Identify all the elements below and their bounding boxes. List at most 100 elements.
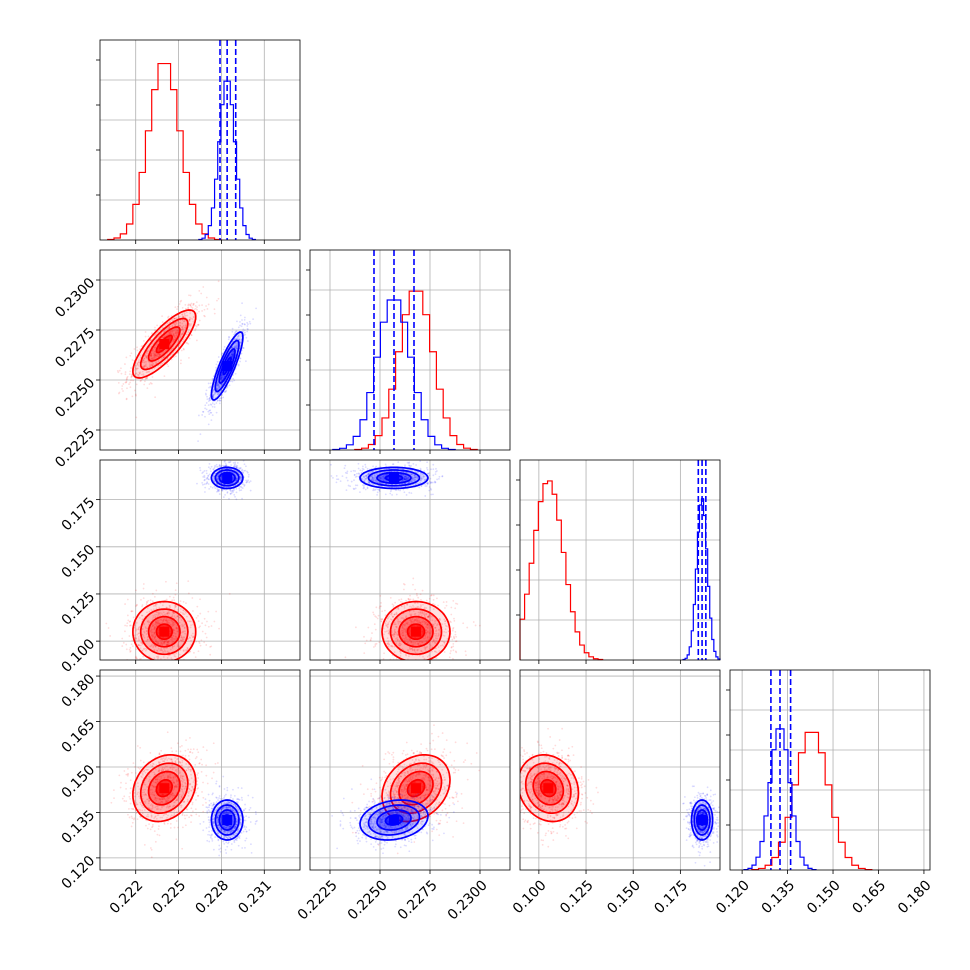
grid-lines [730,670,930,870]
panel-content [520,727,720,867]
grid-lines [520,670,720,870]
grid-lines [100,460,300,660]
density-peak-series-0 [411,783,421,794]
panel-frame [729,669,931,871]
contour-level-0 [210,331,244,401]
contour-level-2 [147,326,181,362]
y-tick-label: 0.2300 [52,275,98,321]
contour-level-0 [381,600,451,660]
y-tick-label: 0.175 [59,495,99,535]
grid-lines [100,40,300,240]
panel-frame [309,459,511,661]
grid-lines [310,250,510,450]
x-tick-label: 0.125 [557,877,597,917]
contour-level-3 [406,779,426,798]
histogram-series-0 [519,480,604,661]
contour-level-2 [376,809,412,831]
contour-level-2 [398,770,434,806]
x-tick-label: 0.135 [759,877,799,917]
density-peak-series-1 [222,472,233,483]
contour-level-2 [218,809,236,831]
panel-content [329,460,481,660]
panel-content [105,460,252,660]
tick-marks [96,675,265,874]
panel-frame [99,669,301,871]
contour-level-2 [147,770,181,806]
contour-level-3 [155,778,173,798]
x-tick-label: 0.225 [150,877,190,917]
contour-level-0 [359,466,429,490]
histogram-series-0 [354,290,478,451]
y-tick-label: 0.2225 [52,425,98,471]
x-tick-label: 0.165 [850,877,890,917]
density-peak-series-1 [222,361,233,371]
tick-marks [516,479,681,664]
density-peak-series-0 [159,783,170,794]
density-peak-series-0 [411,626,421,637]
contour-level-0 [132,309,197,379]
contour-level-1 [693,804,711,836]
grid-lines [310,460,510,660]
density-peak-series-0 [159,339,170,349]
y-tick-label: 0.180 [59,671,99,711]
panel-frame [309,669,511,871]
contour-level-3 [155,623,173,641]
contour-level-1 [139,762,189,815]
tick-marks [96,499,265,664]
x-tick-label: 0.180 [895,877,935,917]
contour-level-1 [367,804,421,836]
x-tick-label: 0.2300 [445,877,491,923]
contour-level-2 [398,615,434,648]
contour-level-2 [532,770,565,806]
contour-level-1 [214,804,240,836]
x-tick-label: 0.150 [804,877,844,917]
density-peak-series-0 [543,783,554,794]
density-peak-series-1 [697,815,708,825]
contour-level-3 [406,623,426,641]
contour-level-0 [520,754,580,823]
y-tick-label: 0.135 [59,807,99,847]
contour-level-0 [210,799,244,841]
tick-marks [538,870,681,874]
contour-level-0 [210,466,244,490]
x-tick-label: 0.228 [193,877,233,917]
x-tick-label: 0.175 [651,877,691,917]
y-tick-label: 0.150 [59,542,99,582]
panel-content [116,280,257,443]
contour-level-1 [214,339,240,393]
contour-level-1 [367,469,421,487]
y-tick-label: 0.2275 [52,325,98,371]
panel-frame [309,249,511,451]
density-peak-series-1 [389,472,399,483]
density-peak-series-1 [389,815,399,825]
contour-level-1 [139,317,189,371]
x-tick-label: 0.100 [510,877,550,917]
histogram-series-0 [107,62,222,241]
x-tick-label: 0.120 [713,877,753,917]
y-tick-label: 0.2250 [52,375,98,421]
density-peak-series-0 [159,626,170,637]
contour-level-0 [690,799,714,841]
tick-marks [329,660,481,664]
panel-frame [519,459,721,661]
tick-marks [96,59,265,244]
y-tick-label: 0.150 [59,762,99,802]
panel-frame [99,459,301,661]
x-tick-label: 0.222 [107,877,147,917]
contour-level-2 [695,809,709,831]
contour-level-2 [147,615,181,648]
x-tick-label: 0.2275 [395,877,441,923]
tick-marks [329,870,481,874]
panel-frame [99,39,301,241]
y-tick-label: 0.165 [59,716,99,756]
grid-lines [100,670,300,870]
density-peak-series-1 [222,815,233,825]
contour-level-1 [389,762,443,815]
grid-lines [310,670,510,870]
grid-lines [100,250,300,450]
contour-level-0 [381,754,451,823]
panel-frame [519,669,721,871]
grid-lines [520,460,720,660]
tick-marks [96,279,265,454]
